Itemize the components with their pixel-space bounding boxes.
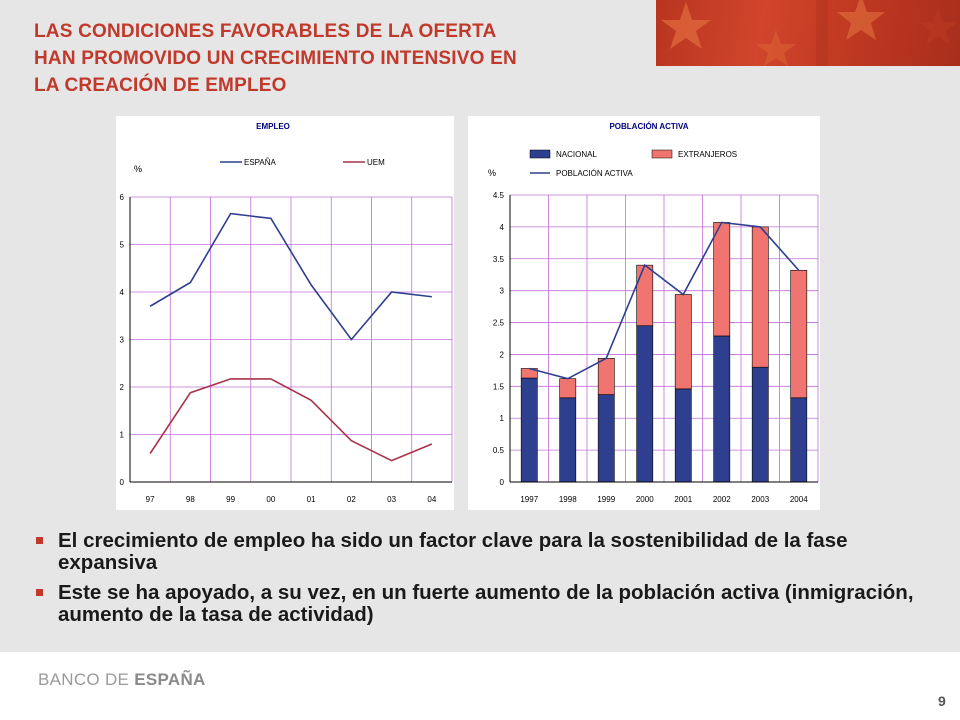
y-tick-label: 1 <box>120 431 125 440</box>
banco-de-espana-logo: BANCO DE ESPAÑA <box>38 670 206 690</box>
bar-nacional <box>790 397 808 483</box>
bar-extranjeros <box>751 226 769 368</box>
y-tick-label: 3 <box>120 336 125 345</box>
legend-label: UEM <box>367 158 385 167</box>
y-tick-label: 1.5 <box>493 382 505 391</box>
bar-nacional <box>520 377 538 483</box>
x-tick-label: 2001 <box>674 495 692 504</box>
y-tick-label: 4 <box>500 223 505 232</box>
bullet-square-icon <box>36 589 43 596</box>
legend-label: NACIONAL <box>556 150 597 159</box>
bar-extranjeros <box>559 378 577 399</box>
x-tick-label: 01 <box>307 495 316 504</box>
bar-extranjeros <box>790 269 808 399</box>
x-tick-label: 2004 <box>790 495 808 504</box>
logo-text-light: BANCO DE <box>38 670 135 689</box>
legend-label: EXTRANJEROS <box>678 150 737 159</box>
y-axis-unit-label: % <box>134 164 142 174</box>
bar-nacional <box>713 335 731 483</box>
decorative-flag-banner <box>656 0 960 66</box>
x-tick-label: 00 <box>266 495 275 504</box>
y-tick-label: 3 <box>500 287 505 296</box>
bar-extranjeros <box>713 222 731 337</box>
y-tick-label: 6 <box>120 193 125 202</box>
bar-nacional <box>559 397 577 483</box>
logo-text-bold: ESPAÑA <box>134 670 206 689</box>
series-line-poblacion-activa <box>529 221 800 380</box>
bar-nacional <box>636 325 654 483</box>
y-tick-label: 3.5 <box>493 255 505 264</box>
x-tick-label: 03 <box>387 495 396 504</box>
x-tick-label: 1999 <box>597 495 615 504</box>
chart-title: EMPLEO <box>256 122 290 131</box>
x-tick-label: 1998 <box>559 495 577 504</box>
series-line-uem <box>149 378 433 462</box>
bullet-text: Este se ha apoyado, a su vez, en un fuer… <box>58 581 914 626</box>
bar-extranjeros <box>674 294 692 390</box>
x-tick-label: 2000 <box>636 495 654 504</box>
bar-extranjeros <box>636 264 654 327</box>
legend-swatch <box>529 149 551 159</box>
x-tick-label: 02 <box>347 495 356 504</box>
chart-panel <box>116 116 454 510</box>
y-tick-label: 0.5 <box>493 446 505 455</box>
bar-nacional <box>674 388 692 483</box>
title-line: LAS CONDICIONES FAVORABLES DE LA OFERTA <box>34 21 497 42</box>
bullet-text: El crecimiento de empleo ha sido un fact… <box>58 529 848 574</box>
y-tick-label: 4 <box>120 288 125 297</box>
star-icon <box>837 0 885 40</box>
slide-title: LAS CONDICIONES FAVORABLES DE LA OFERTA … <box>34 18 644 99</box>
title-line: LA CREACIÓN DE EMPLEO <box>34 75 287 96</box>
y-tick-label: 2.5 <box>493 319 505 328</box>
x-tick-label: 2002 <box>713 495 731 504</box>
bullet-item: El crecimiento de empleo ha sido un fact… <box>36 530 936 574</box>
x-tick-label: 97 <box>146 495 155 504</box>
bar-nacional <box>597 394 615 483</box>
y-tick-label: 5 <box>120 241 125 250</box>
chart-title: POBLACIÓN ACTIVA <box>609 122 688 131</box>
bar-nacional <box>751 366 769 483</box>
bar-extranjeros <box>597 357 615 395</box>
star-icon <box>918 8 958 45</box>
bullet-square-icon <box>36 537 43 544</box>
legend-label: POBLACIÓN ACTIVA <box>556 169 633 178</box>
y-tick-label: 2 <box>120 383 125 392</box>
y-tick-label: 0 <box>500 478 505 487</box>
page-number: 9 <box>938 693 946 709</box>
y-tick-label: 0 <box>120 478 125 487</box>
series-line-españa <box>149 212 432 341</box>
y-tick-label: 2 <box>500 350 505 359</box>
legend-label: ESPAÑA <box>244 158 277 167</box>
bullet-list: El crecimiento de empleo ha sido un fact… <box>36 530 936 634</box>
bullet-item: Este se ha apoyado, a su vez, en un fuer… <box>36 582 936 626</box>
y-tick-label: 1 <box>500 414 505 423</box>
y-tick-label: 4.5 <box>493 191 505 200</box>
y-axis-unit-label: % <box>488 168 496 178</box>
x-tick-label: 04 <box>427 495 436 504</box>
title-line: HAN PROMOVIDO UN CRECIMIENTO INTENSIVO E… <box>34 48 517 69</box>
legend-swatch <box>651 149 673 159</box>
x-tick-label: 1997 <box>520 495 538 504</box>
star-icon <box>661 2 711 49</box>
x-tick-label: 99 <box>226 495 235 504</box>
x-tick-label: 98 <box>186 495 195 504</box>
star-icon <box>756 30 796 66</box>
x-tick-label: 2003 <box>751 495 769 504</box>
